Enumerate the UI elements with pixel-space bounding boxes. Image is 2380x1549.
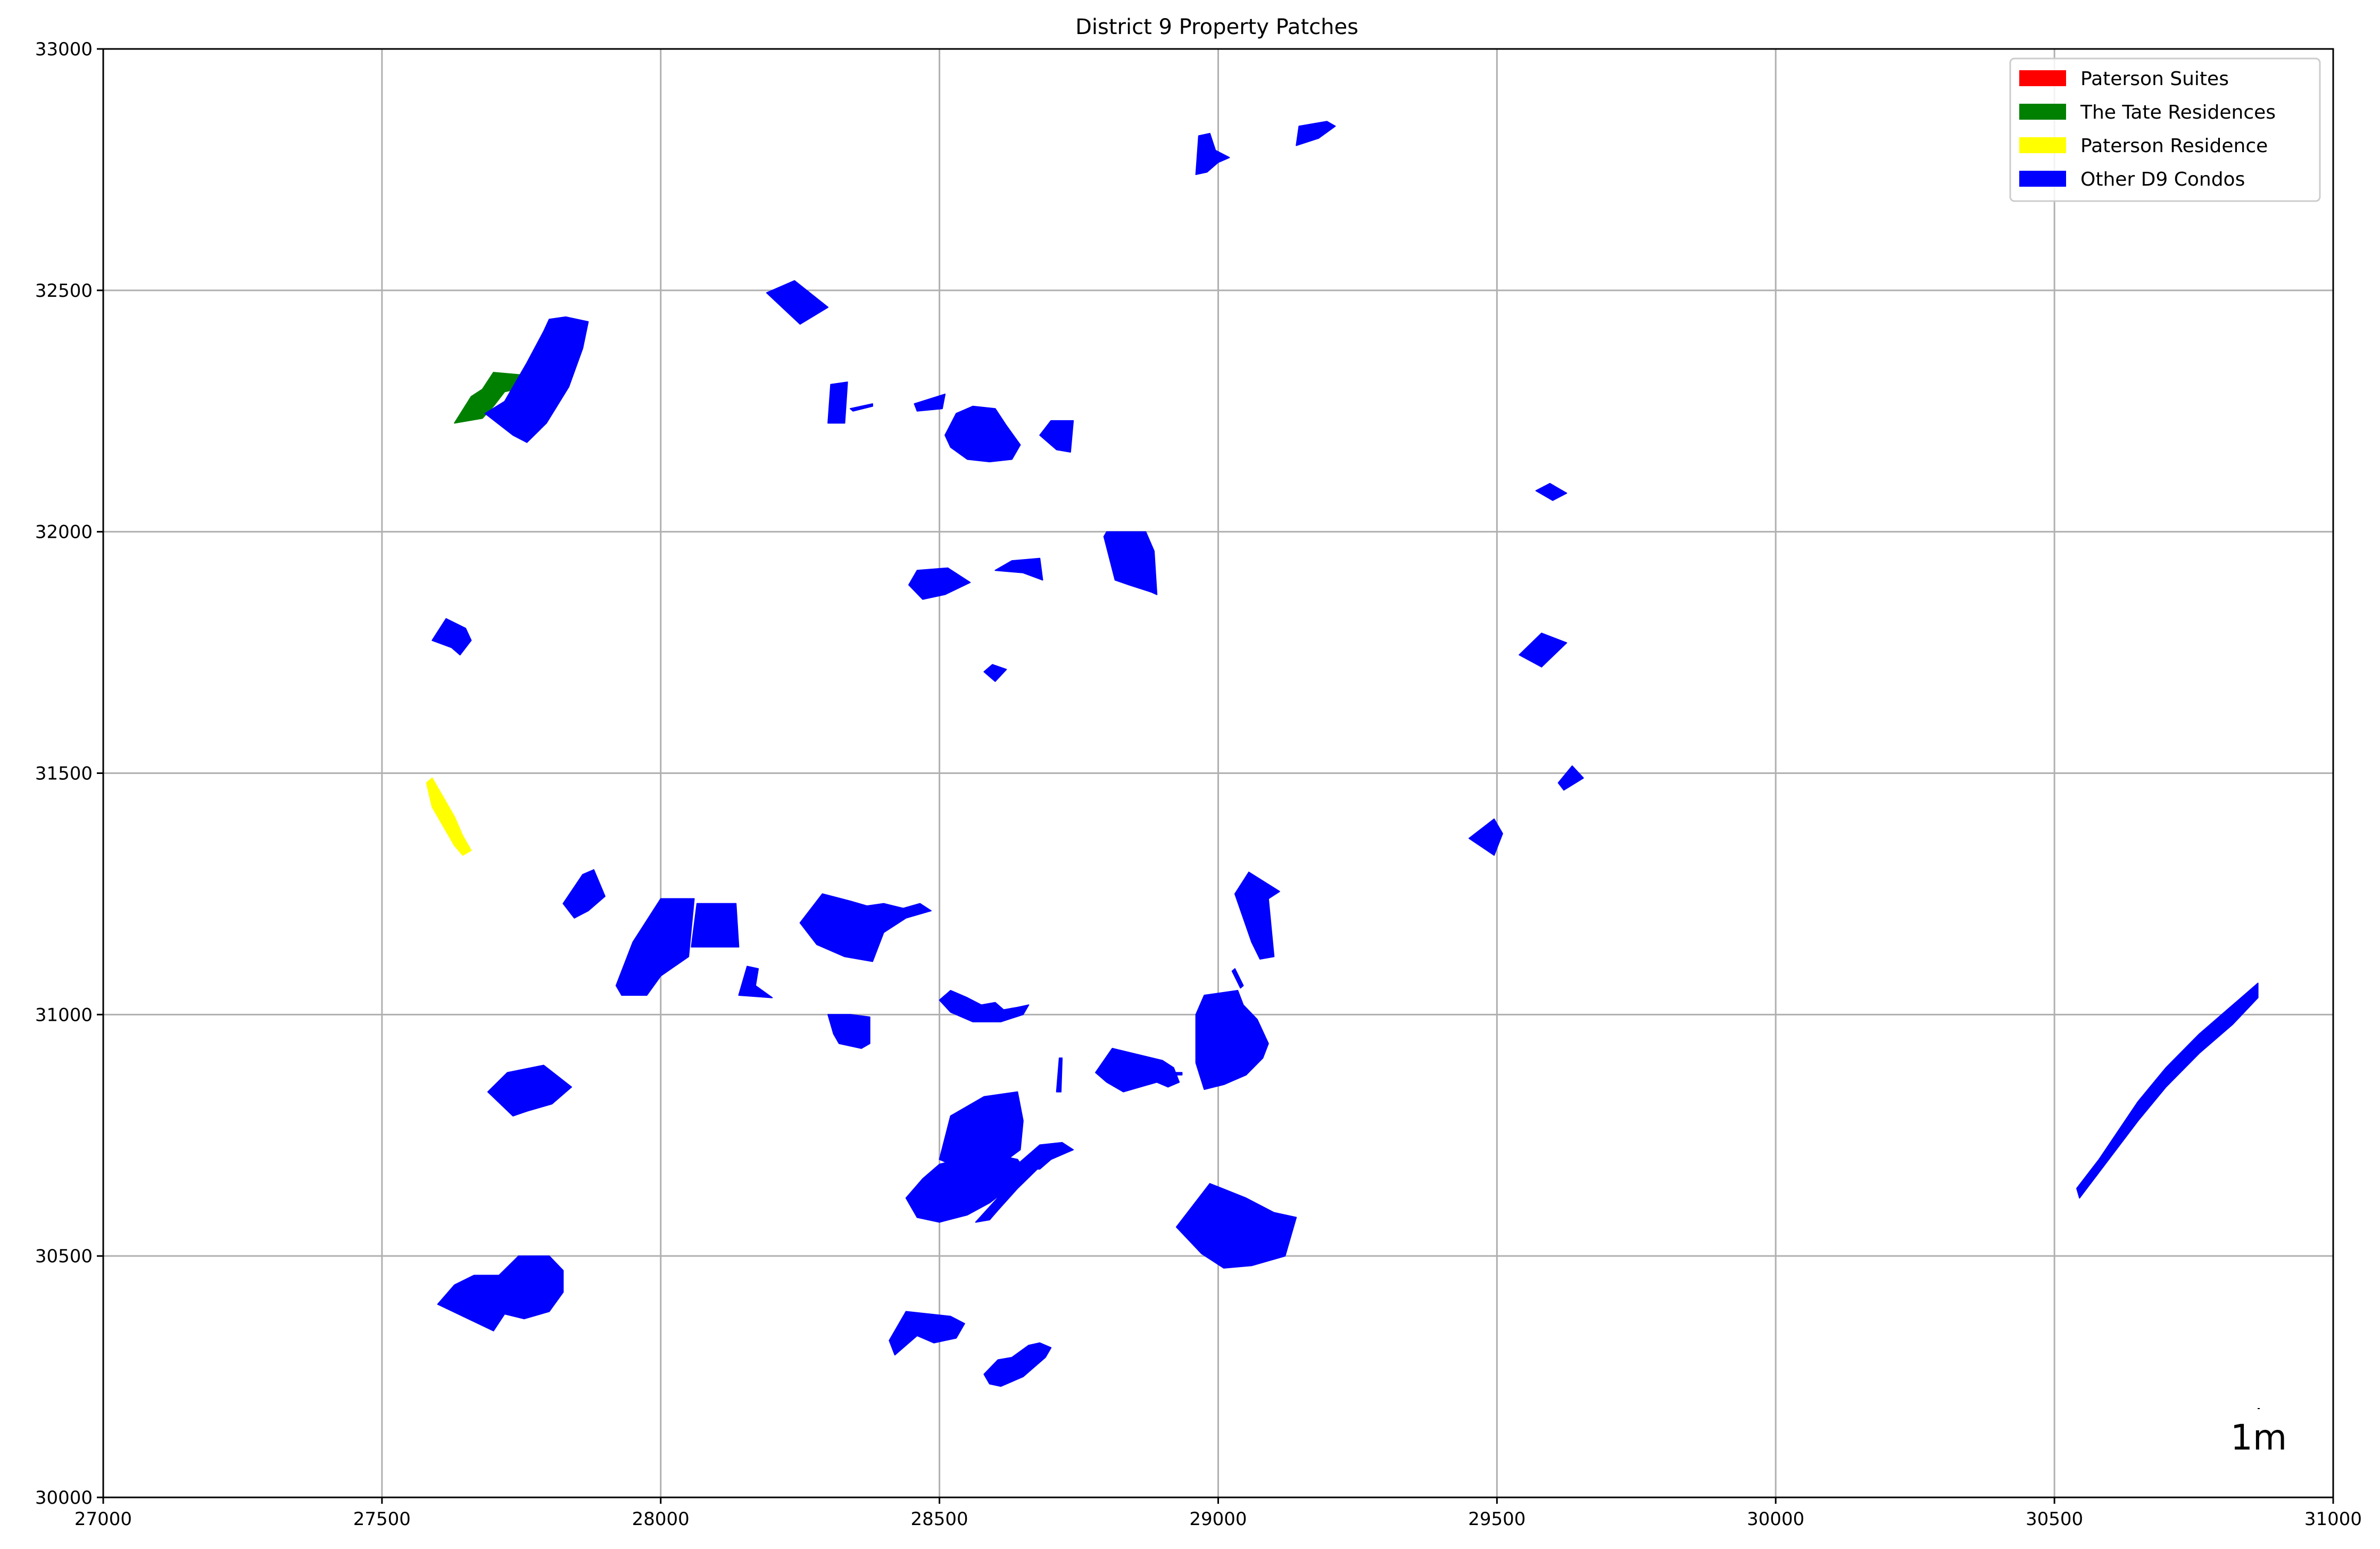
patch-other	[1056, 1057, 1063, 1093]
legend-label-tate-residences: The Tate Residences	[2080, 102, 2276, 123]
x-tick-label: 27500	[353, 1509, 411, 1530]
x-tick-label: 31000	[2304, 1509, 2362, 1530]
patch-other	[766, 280, 829, 325]
patch-other	[975, 1159, 1041, 1223]
patch-other	[1231, 968, 1244, 989]
patch-other	[487, 1064, 573, 1117]
patch-other	[1195, 990, 1269, 1090]
x-tick-label: 27000	[74, 1509, 132, 1530]
legend-swatch-paterson-suites	[2019, 70, 2066, 86]
legend-label-paterson-residence: Paterson Residence	[2080, 135, 2268, 157]
y-tick-label: 30000	[35, 1487, 93, 1509]
y-tick-label: 32500	[35, 280, 93, 302]
patch-other	[994, 557, 1043, 581]
patch-other	[1017, 1142, 1074, 1170]
patch-other	[908, 567, 971, 600]
legend-box	[2009, 57, 2321, 202]
patch-other	[615, 898, 695, 996]
legend-swatch-tate-residences	[2019, 104, 2066, 120]
patch-other	[914, 394, 946, 412]
y-tick-label: 32000	[35, 522, 93, 543]
x-tick-label: 30000	[1747, 1509, 1804, 1530]
y-tick-label: 33000	[35, 39, 93, 60]
patch-other	[432, 618, 472, 656]
patch-other	[827, 1014, 870, 1049]
x-tick-label: 28000	[632, 1509, 690, 1530]
patch-other	[1296, 121, 1336, 146]
scale-label: 1m	[2230, 1417, 2287, 1458]
patch-other	[850, 403, 873, 412]
patch-other	[1095, 1047, 1180, 1093]
patch-other	[1167, 1072, 1183, 1076]
y-tick-label: 30500	[35, 1246, 93, 1267]
patch-other	[983, 1342, 1052, 1387]
patch-paterson-residence	[426, 777, 472, 856]
x-tick-label: 28500	[911, 1509, 968, 1530]
patch-other	[1039, 420, 1074, 453]
map-title: District 9 Property Patches	[1075, 15, 1358, 39]
legend: Paterson Suites The Tate Residences Pate…	[2009, 57, 2321, 202]
patch-other	[2076, 982, 2259, 1199]
patch-other	[1535, 482, 1568, 501]
y-tick-label: 31500	[35, 763, 93, 785]
patch-other	[484, 316, 589, 443]
patch-other	[939, 990, 1030, 1022]
patch-other	[983, 664, 1007, 682]
patch-other	[437, 1255, 564, 1331]
patch-other	[1195, 132, 1230, 175]
patch-other	[827, 381, 848, 424]
property-patches	[426, 121, 2259, 1387]
legend-swatch-other-condos	[2019, 171, 2066, 187]
patch-other	[1519, 632, 1568, 668]
x-tick-label: 30500	[2026, 1509, 2083, 1530]
patch-other	[799, 893, 932, 962]
patch-other	[1557, 765, 1584, 791]
patch-other	[691, 903, 740, 948]
patch-other	[1234, 871, 1280, 960]
patch-other	[1469, 818, 1503, 856]
patch-other	[944, 405, 1021, 463]
patch-other	[889, 1311, 965, 1356]
patch-other	[562, 869, 606, 919]
x-tick-label: 29500	[1468, 1509, 1525, 1530]
patch-other	[1175, 1183, 1297, 1269]
y-axis-ticks: 30000 30500 31000 31500 32000 32500 33000	[35, 39, 103, 1509]
legend-swatch-paterson-residence	[2019, 137, 2066, 153]
patch-other	[1103, 531, 1158, 595]
legend-label-paterson-suites: Paterson Suites	[2080, 68, 2229, 90]
grid-lines	[102, 48, 2334, 1498]
legend-label-other-condos: Other D9 Condos	[2080, 169, 2245, 190]
patch-other	[939, 1091, 1024, 1170]
patch-other	[738, 965, 773, 998]
x-tick-label: 29000	[1189, 1509, 1247, 1530]
x-axis-ticks: 27000 27500 28000 28500 29000 29500 30000 30500…	[74, 1497, 2362, 1530]
y-tick-label: 31000	[35, 1004, 93, 1026]
